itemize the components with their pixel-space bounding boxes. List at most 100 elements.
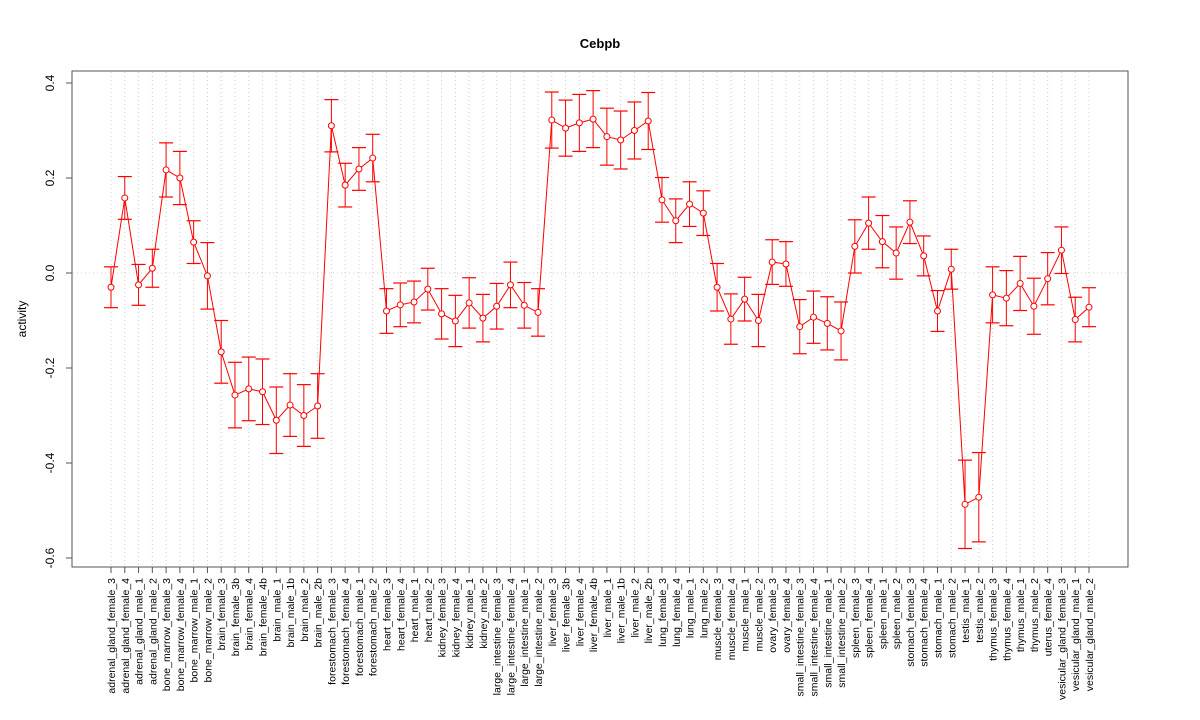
x-tick-label: heart_female_4 [395,578,407,651]
data-point [534,308,542,316]
x-tick-label: bone_marrow_female_3 [161,578,173,691]
data-point [355,165,363,173]
x-tick-label: forestomach_male_2 [368,578,380,676]
x-tick-label: uterus_female_4 [1043,578,1055,656]
data-point [603,133,611,141]
data-point [878,238,886,246]
x-tick-label: liver_female_3 [547,578,559,646]
data-point [548,116,556,124]
data-point [644,117,652,125]
data-point [506,281,514,289]
data-point [782,260,790,268]
x-tick-label: forestomach_male_1 [354,578,366,676]
data-point [410,298,418,306]
data-point [465,299,473,307]
data-point [272,416,280,424]
data-point [382,307,390,315]
x-tick-label: brain_female_3b [230,578,242,656]
data-point [920,252,928,260]
data-point [190,238,198,246]
plot-frame [71,70,1129,568]
data-point [107,283,115,291]
x-tick-label: thymus_male_1 [1015,578,1027,652]
x-tick-label: lung_male_1 [685,578,697,638]
data-point [520,301,528,309]
data-point [369,154,377,162]
series [104,89,1096,550]
data-point [865,219,873,227]
x-tick-label: bone_marrow_male_2 [202,578,214,683]
data-point [217,348,225,356]
x-tick-label: small_intestine_female_4 [809,578,821,697]
chart-title: Cebpb [580,36,621,51]
y-axis: -0.6 -0.4 -0.2 0.0 0.2 0.4 [43,74,72,568]
x-tick-label: liver_female_4 [574,578,586,646]
x-tick-label: bone_marrow_female_4 [175,578,187,691]
x-tick-label: brain_male_1b [285,578,297,648]
x-tick-label: spleen_male_2 [891,578,903,649]
x-tick-label: vesicular_gland_female_3 [1056,578,1068,700]
x-tick-label: brain_female_4 [244,578,256,651]
data-point [810,313,818,321]
data-point [396,301,404,309]
x-tick-label: large_intestine_female_3 [492,578,504,695]
x-tick-label: bone_marrow_male_1 [189,578,201,683]
x-tick-label: stomach_female_4 [919,578,931,667]
data-point [286,401,294,409]
data-point [975,493,983,501]
x-tick-label: kidney_male_1 [464,578,476,649]
x-tick-label: adrenal_gland_male_2 [147,578,159,685]
data-point [438,310,446,318]
y-tick-label: 0.4 [43,74,57,91]
data-point [823,319,831,327]
x-tick-label: vesicular_gland_male_2 [1084,578,1096,691]
x-tick-label: lung_male_2 [698,578,710,638]
y-tick-label: 0.0 [43,264,57,281]
x-tick-label: testis_male_1 [960,578,972,643]
x-tick-label: adrenal_gland_female_4 [120,578,132,694]
x-tick-label: brain_female_3 [216,578,228,651]
x-tick-label: spleen_male_1 [877,578,889,649]
data-point [575,119,583,127]
data-point [672,217,680,225]
data-point [906,218,914,226]
data-point [1002,294,1010,302]
grid [73,72,1127,566]
x-tick-label: spleen_female_4 [864,578,876,658]
data-point [231,391,239,399]
y-tick-label: -0.4 [43,452,57,473]
x-tick-label: ovary_female_4 [781,578,793,653]
data-point [851,242,859,250]
x-tick-label: stomach_male_2 [946,578,958,658]
x-tick-label: small_intestine_male_1 [822,578,834,688]
y-tick-label: -0.6 [43,547,57,568]
y-tick-label: 0.2 [43,169,57,186]
data-point [314,402,322,410]
x-tick-label: brain_male_2b [313,578,325,648]
data-point [589,115,597,123]
y-axis-label: activity [15,301,29,338]
x-tick-label: heart_male_1 [409,578,421,642]
x-tick-label: muscle_female_4 [726,578,738,660]
data-point [162,166,170,174]
data-point [135,281,143,289]
x-tick-label: forestomach_female_4 [340,578,352,685]
x-tick-label: lung_female_3 [657,578,669,647]
data-point [713,283,721,291]
data-point [933,307,941,315]
data-point [1071,316,1079,324]
data-point [837,327,845,335]
x-tick-label: lung_female_4 [671,578,683,647]
x-tick-label: liver_male_1b [616,578,628,644]
x-tick-label: adrenal_gland_female_3 [106,578,118,694]
data-point [1044,275,1052,283]
data-point [754,317,762,324]
data-point [947,265,955,273]
x-tick-label: spleen_female_3 [850,578,862,658]
x-tick-label: thymus_female_4 [1001,578,1013,661]
x-tick-label: brain_male_2 [299,578,311,642]
x-tick-label: thymus_female_3 [988,578,1000,661]
data-point [727,315,735,323]
x-tick-label: ovary_female_3 [767,578,779,653]
data-point [245,385,253,393]
